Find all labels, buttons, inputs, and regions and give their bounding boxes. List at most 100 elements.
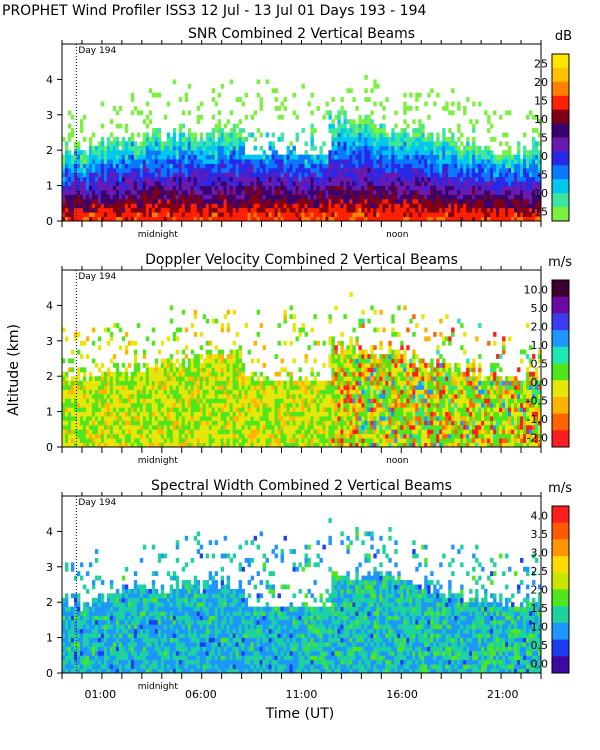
heatmap-cell <box>181 194 186 200</box>
heatmap-cell <box>85 442 90 448</box>
heatmap-cell <box>439 159 443 164</box>
heatmap-cell <box>358 123 362 129</box>
heatmap-cell <box>382 185 386 191</box>
heatmap-cell <box>190 181 195 187</box>
heatmap-cell <box>259 105 263 111</box>
heatmap-cell <box>121 362 126 368</box>
heatmap-cell <box>232 136 237 142</box>
heatmap-cell <box>100 212 105 217</box>
heatmap-cell <box>367 114 371 120</box>
heatmap-cell <box>106 433 111 439</box>
heatmap-cell <box>289 371 293 377</box>
heatmap-cell <box>253 424 257 430</box>
heatmap-cell <box>85 402 90 408</box>
heatmap-cell <box>199 411 204 417</box>
heatmap-cell <box>217 110 222 116</box>
heatmap-cell <box>109 371 114 377</box>
heatmap-cell <box>64 407 69 413</box>
heatmap-cell <box>238 128 243 133</box>
heatmap-cell <box>229 79 234 85</box>
heatmap-cell <box>148 411 153 417</box>
heatmap-cell <box>439 194 443 200</box>
heatmap-cell <box>523 203 527 209</box>
heatmap-cell <box>136 203 141 209</box>
heatmap-cell <box>142 389 147 395</box>
heatmap-cell <box>424 101 428 107</box>
heatmap-cell <box>472 154 476 160</box>
heatmap-cell <box>454 212 458 217</box>
heatmap-cell <box>70 176 75 182</box>
heatmap-cell <box>448 190 452 195</box>
heatmap-cell <box>220 145 225 151</box>
heatmap-cell <box>253 136 257 142</box>
heatmap-cell <box>106 163 111 169</box>
heatmap-cell <box>418 207 422 213</box>
heatmap-cell <box>97 159 102 164</box>
heatmap-cell <box>127 402 132 408</box>
heatmap-cell <box>148 424 153 430</box>
heatmap-cell <box>76 411 81 417</box>
heatmap-cell <box>448 207 452 213</box>
heatmap-cell <box>355 141 359 147</box>
heatmap-cell <box>70 407 75 413</box>
heatmap-cell <box>76 331 81 337</box>
heatmap-cell <box>127 150 132 156</box>
heatmap-cell <box>139 181 144 187</box>
heatmap-cell <box>286 424 290 430</box>
heatmap-cell <box>298 331 302 337</box>
heatmap-cell <box>376 185 380 191</box>
heatmap-cell <box>79 207 84 213</box>
heatmap-cell <box>286 172 290 178</box>
heatmap-cell <box>310 429 314 435</box>
heatmap-cell <box>424 136 428 142</box>
heatmap-cell <box>97 185 102 191</box>
heatmap-cell <box>301 323 305 328</box>
heatmap-cell <box>139 207 144 213</box>
heatmap-cell <box>256 407 260 413</box>
heatmap-cell <box>106 393 111 399</box>
heatmap-cell <box>103 376 108 382</box>
heatmap-cell <box>202 367 207 373</box>
heatmap-cell <box>289 194 293 200</box>
heatmap-cell <box>133 198 138 204</box>
heatmap-cell <box>151 433 156 439</box>
heatmap-cell <box>139 420 144 426</box>
heatmap-cell <box>337 207 341 213</box>
heatmap-cell <box>277 154 281 160</box>
heatmap-cell <box>307 185 311 191</box>
heatmap-cell <box>397 194 401 200</box>
heatmap-cell <box>286 429 290 435</box>
heatmap-cell <box>337 114 341 120</box>
heatmap-cell <box>307 154 311 160</box>
heatmap-cell <box>97 420 102 426</box>
heatmap-cell <box>313 128 317 133</box>
heatmap-cell <box>193 420 198 426</box>
heatmap-cell <box>178 176 183 182</box>
heatmap-cell <box>484 159 488 164</box>
heatmap-cell <box>463 185 467 191</box>
heatmap-cell <box>283 442 287 448</box>
heatmap-cell <box>415 150 419 156</box>
heatmap-cell <box>193 190 198 195</box>
heatmap-cell <box>115 154 120 160</box>
heatmap-cell <box>106 429 111 435</box>
heatmap-cell <box>430 132 434 138</box>
heatmap-cell <box>133 424 138 430</box>
heatmap-cell <box>145 114 150 120</box>
heatmap-cell <box>205 438 210 443</box>
heatmap-cell <box>196 416 201 421</box>
heatmap-cell <box>73 185 78 191</box>
heatmap-cell <box>64 371 69 377</box>
heatmap-cell <box>196 362 201 368</box>
heatmap-cell <box>418 181 422 187</box>
heatmap-cell <box>373 159 377 164</box>
heatmap-cell <box>187 420 192 426</box>
heatmap-cell <box>139 167 144 173</box>
heatmap-cell <box>196 367 201 373</box>
heatmap-cell <box>145 371 150 377</box>
y-tick-label: 0 <box>46 215 53 228</box>
heatmap-cell <box>232 212 237 217</box>
heatmap-cell <box>433 194 437 200</box>
heatmap-cell <box>181 367 186 373</box>
